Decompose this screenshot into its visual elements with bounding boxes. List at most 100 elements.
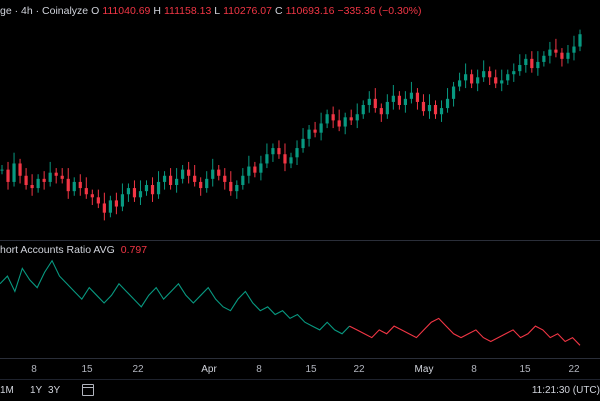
candle-body: [187, 169, 191, 176]
open-value: 111040.69: [102, 5, 151, 17]
candle-body: [54, 172, 58, 176]
change-value: −335.36 (−0.30%): [337, 5, 422, 17]
range-button-3y[interactable]: 3Y: [48, 385, 61, 396]
candle-body: [403, 98, 407, 105]
candle-body: [289, 157, 293, 164]
candle-body: [193, 175, 197, 182]
candle-body: [325, 114, 329, 124]
candle-body: [518, 65, 522, 72]
candle-body: [542, 55, 546, 62]
candle-body: [90, 194, 94, 198]
candle-body: [108, 200, 112, 213]
candle-body: [72, 181, 76, 192]
high-value: 111158.13: [163, 5, 212, 17]
candle-body: [283, 154, 287, 164]
range-button-1y[interactable]: 1Y: [30, 385, 43, 396]
candle-body: [313, 129, 317, 133]
time-axis-label: Apr: [201, 364, 217, 375]
time-axis-label: 22: [568, 364, 580, 375]
candle-body: [24, 175, 28, 185]
indicator-value: 0.797: [120, 244, 148, 256]
candle-body: [415, 92, 420, 102]
candle-body: [409, 92, 414, 99]
candle-body: [385, 101, 389, 115]
candle-body: [211, 169, 215, 179]
price-chart[interactable]: [0, 0, 600, 238]
range-button-1m[interactable]: 1M: [0, 385, 14, 396]
candle-body: [223, 175, 227, 182]
candle-body: [295, 148, 299, 158]
candle-body: [42, 178, 46, 182]
candle-body: [277, 148, 281, 155]
candle-body: [235, 185, 239, 192]
candle-body: [530, 58, 534, 69]
high-label: H: [153, 5, 161, 17]
indicator-title: hort Accounts Ratio AVG: [0, 244, 115, 256]
candle-body: [464, 74, 468, 81]
candle-body: [331, 114, 335, 121]
time-axis-label: 8: [256, 364, 262, 375]
time-axis-label: 15: [305, 364, 317, 375]
candle-body: [102, 203, 106, 213]
close-value: 110693.16: [285, 5, 335, 17]
candle-body: [476, 77, 480, 84]
candle-body: [548, 49, 552, 56]
candle-body: [12, 163, 16, 182]
pane-divider[interactable]: [0, 240, 600, 241]
ratio-line-down: [349, 317, 581, 346]
candle-body: [506, 74, 510, 81]
time-axis[interactable]: 8 15 22 Apr 8 15 22 May 8 15 22: [0, 358, 600, 379]
symbol-title[interactable]: ge · 4h · Coinalyze: [0, 5, 89, 17]
candle-body: [301, 138, 305, 149]
candle-body: [524, 58, 528, 65]
candle-body: [427, 105, 432, 112]
candle-body: [343, 117, 347, 127]
candle-body: [361, 105, 365, 115]
candle-body: [536, 61, 540, 69]
candle-body: [114, 200, 118, 207]
candle-body: [78, 181, 82, 189]
candle-body: [96, 197, 100, 204]
candle-body: [379, 108, 383, 115]
candle-body: [30, 185, 34, 189]
candle-body: [126, 188, 131, 195]
candle-body: [451, 86, 456, 99]
candle-body: [175, 178, 179, 185]
candle-body: [156, 181, 161, 195]
candle-body: [168, 175, 173, 185]
close-label: C: [274, 5, 283, 17]
time-axis-label: 15: [81, 364, 93, 375]
ratio-chart[interactable]: [0, 241, 600, 358]
candle-body: [554, 49, 558, 53]
candle-body: [566, 52, 570, 59]
candle-body: [0, 169, 4, 171]
time-axis-label: 8: [471, 364, 477, 375]
candle-body: [259, 163, 263, 173]
candle-body: [488, 71, 492, 78]
candle-body: [367, 98, 371, 105]
candle-body: [307, 129, 311, 139]
time-axis-label: 15: [519, 364, 531, 375]
candle-body: [319, 123, 323, 133]
candle-body: [217, 169, 221, 176]
clock-readout[interactable]: 11:21:30 (UTC): [531, 385, 600, 396]
indicator-legend[interactable]: hort Accounts Ratio AVG 0.797: [0, 244, 147, 256]
candle-body: [421, 101, 426, 112]
low-value: 110276.07: [223, 5, 272, 17]
low-label: L: [214, 5, 221, 17]
candle-body: [66, 178, 70, 192]
candle-body: [247, 166, 251, 176]
open-label: O: [91, 5, 100, 17]
calendar-icon[interactable]: [82, 384, 94, 396]
candle-body: [150, 185, 155, 195]
time-axis-label: 22: [353, 364, 365, 375]
candle-body: [470, 74, 474, 84]
candle-body: [560, 52, 564, 59]
time-axis-label: 22: [132, 364, 144, 375]
candle-body: [373, 98, 377, 109]
candle-body: [162, 175, 167, 182]
candle-body: [482, 71, 486, 78]
candle-body: [572, 46, 576, 53]
candle-body: [578, 34, 582, 47]
candle-body: [229, 181, 233, 192]
